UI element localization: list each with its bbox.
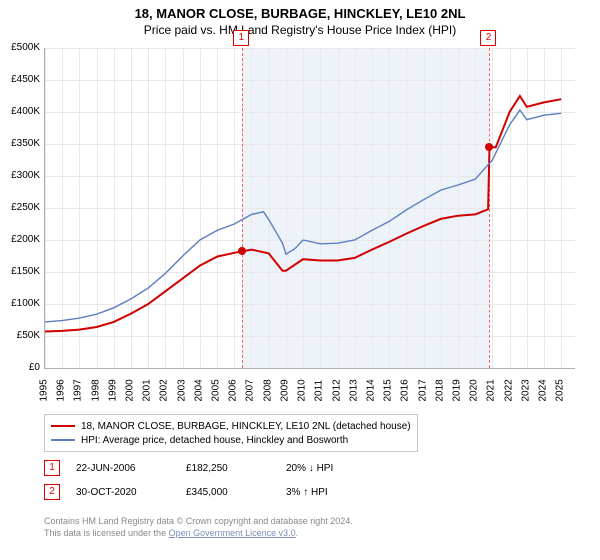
x-axis-label: 2008 — [262, 382, 273, 402]
legend-entry: 18, MANOR CLOSE, BURBAGE, HINCKLEY, LE10… — [51, 419, 411, 433]
x-axis-label: 1996 — [56, 382, 67, 402]
transaction-price: £182,250 — [186, 463, 286, 474]
credit-text: This data is licensed under the — [44, 528, 169, 538]
transaction-diff: 20% ↓ HPI — [286, 463, 386, 474]
x-axis-label: 2004 — [193, 382, 204, 402]
x-axis-label: 1997 — [73, 382, 84, 402]
x-axis-label: 2012 — [331, 382, 342, 402]
y-axis-label: £450K — [2, 74, 40, 85]
transaction-badge: 2 — [44, 484, 60, 500]
x-axis-label: 2005 — [211, 382, 222, 402]
x-axis-label: 2010 — [297, 382, 308, 402]
x-axis-label: 2000 — [125, 382, 136, 402]
x-axis-label: 2016 — [400, 382, 411, 402]
x-axis-label: 2006 — [228, 382, 239, 402]
x-axis-label: 2002 — [159, 382, 170, 402]
x-axis-label: 2007 — [245, 382, 256, 402]
x-axis-label: 2014 — [365, 382, 376, 402]
series-price-paid — [45, 96, 561, 332]
x-axis-label: 2021 — [486, 382, 497, 402]
x-axis-label: 2024 — [538, 382, 549, 402]
legend-box: 18, MANOR CLOSE, BURBAGE, HINCKLEY, LE10… — [44, 414, 418, 452]
chart-subtitle: Price paid vs. HM Land Registry's House … — [0, 21, 600, 37]
x-axis-label: 2013 — [348, 382, 359, 402]
y-axis-label: £300K — [2, 170, 40, 181]
x-axis-label: 2001 — [142, 382, 153, 402]
chart-plot-area — [44, 48, 575, 369]
transaction-dot — [485, 143, 493, 151]
legend-label: HPI: Average price, detached house, Hinc… — [81, 435, 348, 446]
x-axis-label: 2009 — [279, 382, 290, 402]
x-axis-label: 1995 — [39, 382, 50, 402]
x-axis-label: 2011 — [314, 382, 325, 402]
event-marker-badge: 2 — [480, 30, 496, 46]
y-axis-label: £100K — [2, 298, 40, 309]
y-axis-label: £400K — [2, 106, 40, 117]
transaction-dot — [238, 247, 246, 255]
series-hpi — [45, 110, 561, 322]
x-axis-label: 2023 — [520, 382, 531, 402]
y-axis-label: £0 — [2, 362, 40, 373]
legend-swatch — [51, 439, 75, 441]
y-axis-label: £50K — [2, 330, 40, 341]
credit-line-2: This data is licensed under the Open Gov… — [44, 528, 298, 538]
x-axis-label: 2015 — [383, 382, 394, 402]
x-axis-label: 2018 — [434, 382, 445, 402]
x-axis-label: 2017 — [417, 382, 428, 402]
chart-title: 18, MANOR CLOSE, BURBAGE, HINCKLEY, LE10… — [0, 0, 600, 21]
y-axis-label: £500K — [2, 42, 40, 53]
y-axis-label: £350K — [2, 138, 40, 149]
transaction-row: 1 22-JUN-2006£182,25020% ↓ HPI — [44, 460, 386, 476]
transaction-row: 2 30-OCT-2020£345,0003% ↑ HPI — [44, 484, 386, 500]
transaction-diff: 3% ↑ HPI — [286, 487, 386, 498]
x-axis-label: 2025 — [555, 382, 566, 402]
credit-link[interactable]: Open Government Licence v3.0 — [169, 528, 296, 538]
transaction-badge: 1 — [44, 460, 60, 476]
y-axis-label: £250K — [2, 202, 40, 213]
event-marker-badge: 1 — [233, 30, 249, 46]
transaction-price: £345,000 — [186, 487, 286, 498]
x-axis-label: 2019 — [451, 382, 462, 402]
x-axis-label: 2003 — [176, 382, 187, 402]
legend-label: 18, MANOR CLOSE, BURBAGE, HINCKLEY, LE10… — [81, 421, 411, 432]
x-axis-label: 1999 — [107, 382, 118, 402]
chart-lines — [45, 48, 575, 368]
y-axis-label: £150K — [2, 266, 40, 277]
credit-text-end: . — [296, 528, 299, 538]
transaction-date: 22-JUN-2006 — [76, 463, 186, 474]
x-axis-label: 2020 — [469, 382, 480, 402]
x-axis-label: 2022 — [503, 382, 514, 402]
credit-line-1: Contains HM Land Registry data © Crown c… — [44, 516, 353, 526]
legend-entry: HPI: Average price, detached house, Hinc… — [51, 433, 411, 447]
transaction-date: 30-OCT-2020 — [76, 487, 186, 498]
legend-swatch — [51, 425, 75, 427]
y-axis-label: £200K — [2, 234, 40, 245]
x-axis-label: 1998 — [90, 382, 101, 402]
